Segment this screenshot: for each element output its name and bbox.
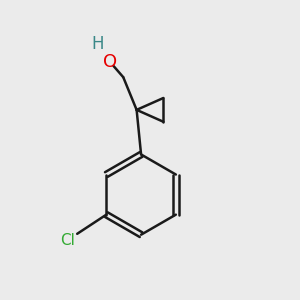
Text: H: H <box>92 35 104 53</box>
Text: O: O <box>103 53 117 71</box>
Text: Cl: Cl <box>60 233 75 248</box>
